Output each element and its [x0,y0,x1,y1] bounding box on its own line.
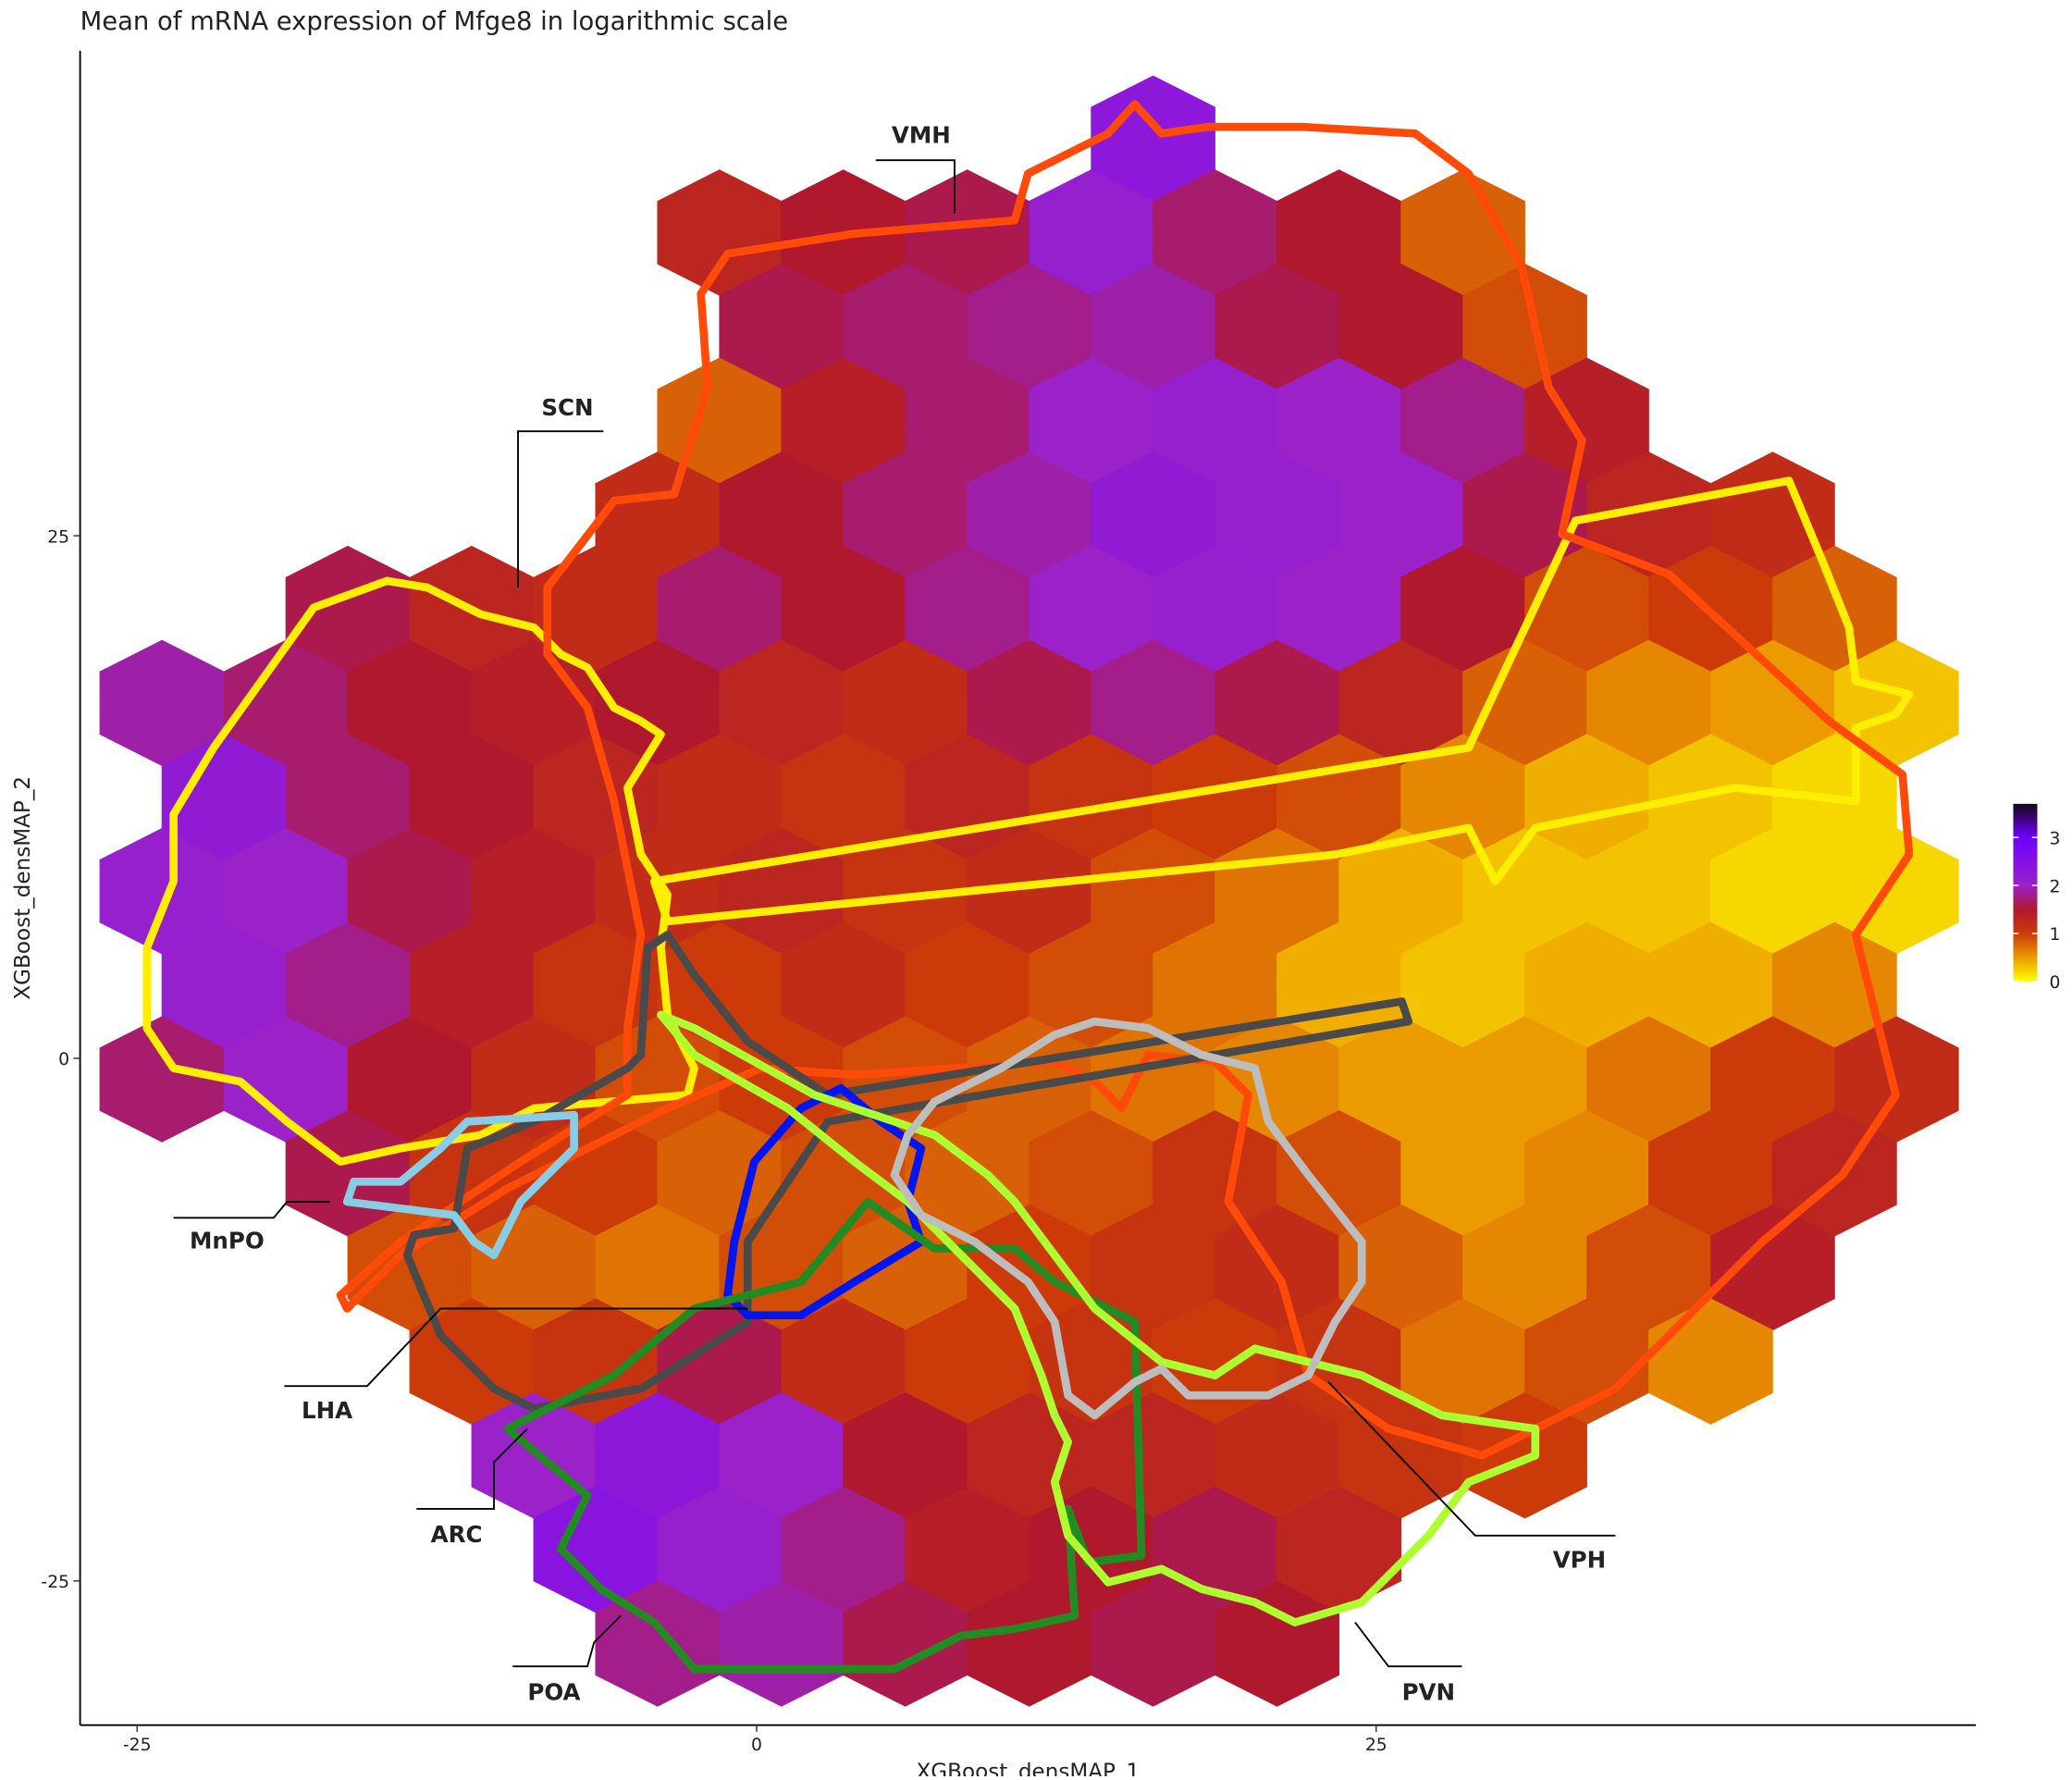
region-label: ARC [431,1521,483,1548]
axes: -25 0 25 -25 0 25 [41,50,1977,1755]
hex-layer [99,75,1959,1707]
leader-line [416,1428,528,1510]
region-label: POA [527,1678,580,1705]
y-tick-label: 0 [58,1050,69,1069]
y-tick-label: -25 [41,1573,69,1592]
colorbar-tick-label: 0 [2049,973,2060,993]
region-label: PVN [1402,1678,1455,1705]
x-tick-label: 0 [751,1736,762,1755]
leader-line [284,1307,748,1388]
region-outline [142,576,698,1167]
colorbar-tick-label: 2 [2049,877,2060,896]
plot-root: -25 0 25 -25 0 25 Mean of mRNA expression of … [11,7,2061,1780]
colorbar-gradient [2013,803,2038,982]
hex-cell [1648,1298,1773,1425]
colorbar-tick-label: 1 [2049,925,2060,945]
region-outline [649,476,1914,926]
leader-line [512,1614,622,1668]
x-tick-label: 25 [1365,1736,1388,1755]
chart-title: Mean of mRNA expression of Mfge8 in loga… [80,7,789,36]
leader-line [1354,1622,1462,1668]
region-label: VPH [1553,1546,1606,1573]
y-axis-label: XGBoost_densMAP_2 [11,776,35,1000]
region-outlines [142,100,1914,1674]
region-outline [890,1017,1366,1420]
region-outline [336,100,1914,1460]
region-label: LHA [302,1397,352,1424]
region-outline [657,1010,1540,1626]
leader-line [875,159,956,214]
region-outline [503,1197,1146,1674]
colorbar-tick-label: 3 [2049,829,2060,848]
x-axis-label: XGBoost_densMAP_1 [916,1760,1140,1776]
leader-line [517,430,604,588]
leader-lines [173,159,1616,1668]
colorbar: 0 1 2 3 [2013,803,2060,993]
region-label: VMH [892,121,951,148]
x-tick-label: -25 [123,1736,152,1755]
region-outline [402,930,1413,1414]
region-label: SCN [541,394,593,421]
leader-line [1327,1381,1616,1537]
region-label: MnPO [190,1227,265,1254]
leader-line [173,1201,330,1219]
region-outline [342,1110,578,1260]
y-tick-label: 25 [47,527,69,547]
